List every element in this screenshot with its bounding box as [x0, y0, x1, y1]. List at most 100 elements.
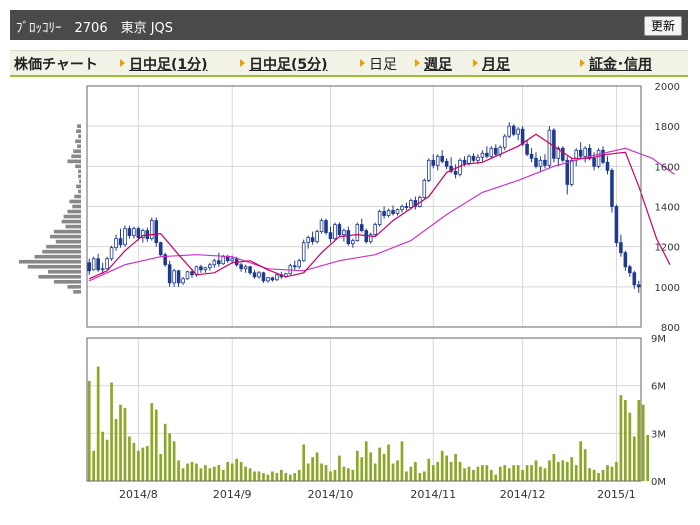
- tab-intraday-1min[interactable]: 日中足(1分): [120, 54, 208, 74]
- candle-body: [543, 159, 547, 166]
- price-volume-profile: [19, 124, 81, 294]
- volume-bar: [275, 473, 279, 481]
- candle-body: [431, 159, 436, 166]
- volume-bar: [597, 473, 600, 481]
- tab-intraday-5min[interactable]: 日中足(5分): [240, 54, 328, 74]
- volume-bar: [235, 458, 239, 481]
- candle: [172, 268, 176, 287]
- tab-weekly[interactable]: 週足: [415, 54, 452, 74]
- candle-body: [185, 271, 190, 280]
- candle: [212, 258, 217, 268]
- tab-monthly[interactable]: 月足: [473, 54, 510, 74]
- candle-body: [221, 256, 226, 265]
- candle: [377, 209, 382, 227]
- candle-body: [248, 266, 252, 274]
- volume-bar: [154, 409, 158, 481]
- candle: [623, 250, 628, 271]
- volume-bar: [284, 473, 288, 481]
- candle-body: [623, 252, 628, 268]
- volume-bar: [534, 460, 538, 481]
- price-profile-bar: [61, 219, 81, 224]
- candle-body: [154, 220, 159, 244]
- candle-body: [395, 209, 400, 214]
- volume-bar: [172, 441, 176, 481]
- candle: [252, 269, 257, 279]
- price-profile-bar: [72, 204, 81, 209]
- candle-body: [565, 159, 570, 185]
- price-profile-bar: [67, 209, 81, 214]
- candle: [485, 146, 489, 159]
- volume-bar: [427, 458, 431, 481]
- volume-bar: [150, 403, 154, 481]
- candle-body: [208, 264, 212, 269]
- price-tick-label: 1800: [655, 122, 680, 133]
- volume-bar: [195, 463, 198, 481]
- candle: [328, 226, 333, 243]
- candle: [257, 270, 261, 279]
- volume-bar: [548, 460, 551, 481]
- candle: [516, 127, 520, 141]
- candle: [444, 158, 449, 170]
- volume-bar: [199, 468, 203, 481]
- candle-body: [270, 277, 275, 281]
- candle-body: [243, 266, 248, 270]
- candle: [574, 148, 579, 167]
- candle-body: [239, 264, 243, 270]
- volume-bar: [297, 469, 301, 481]
- candle-body: [355, 224, 360, 242]
- volume-bar: [128, 436, 131, 481]
- candle-body: [176, 270, 181, 284]
- volume-bar: [574, 465, 578, 481]
- price-profile-bar: [74, 194, 81, 199]
- volume-bar: [637, 399, 641, 481]
- candle: [480, 150, 485, 162]
- date-tick-label: 2014/9: [213, 488, 252, 501]
- volume-bar: [315, 452, 319, 481]
- volume-bar: [516, 465, 520, 481]
- volume-bar: [400, 441, 404, 481]
- tab-margin-credit[interactable]: 証金･信用: [580, 54, 652, 74]
- volume-bar: [418, 473, 422, 481]
- volume-bar: [561, 460, 565, 481]
- volume-bar: [552, 453, 556, 481]
- price-profile-bar: [78, 134, 81, 139]
- volume-bar: [391, 463, 395, 481]
- volume-bar: [498, 466, 502, 481]
- volume-bar: [105, 439, 109, 481]
- volume-bar: [87, 380, 91, 481]
- candle-body: [87, 262, 92, 272]
- volume-bar: [320, 463, 323, 481]
- volume-bar: [132, 442, 136, 481]
- price-profile-bar: [34, 254, 81, 259]
- candle: [319, 218, 324, 234]
- volume-bar: [360, 457, 364, 481]
- refresh-button[interactable]: 更新: [643, 16, 682, 36]
- candle-body: [333, 224, 337, 240]
- volume-bar: [382, 453, 386, 481]
- candle: [395, 208, 400, 216]
- volume-bar: [396, 460, 399, 481]
- volume-bar: [615, 461, 618, 481]
- volume-tick-label: 0M: [651, 477, 666, 488]
- price-tick-label: 1400: [655, 203, 680, 214]
- date-tick-label: 2014/11: [410, 488, 456, 501]
- candle-body: [561, 147, 565, 161]
- candle: [614, 204, 619, 247]
- candle-body: [297, 260, 302, 268]
- candle-body: [440, 155, 444, 162]
- arrow-icon: [360, 59, 365, 67]
- tab-stock-chart: 株価チャート: [14, 57, 98, 73]
- candle-body: [346, 230, 351, 245]
- candle: [431, 154, 436, 169]
- price-profile-bar: [69, 199, 81, 204]
- candle-body: [337, 224, 342, 236]
- candle: [310, 231, 315, 245]
- candle-body: [315, 231, 319, 243]
- candle: [136, 226, 141, 241]
- candle-body: [324, 220, 328, 234]
- volume-bar: [543, 468, 547, 481]
- candle: [154, 217, 159, 247]
- volume-bar: [606, 465, 609, 481]
- moving-average-long: [88, 147, 675, 282]
- candle-body: [462, 159, 467, 164]
